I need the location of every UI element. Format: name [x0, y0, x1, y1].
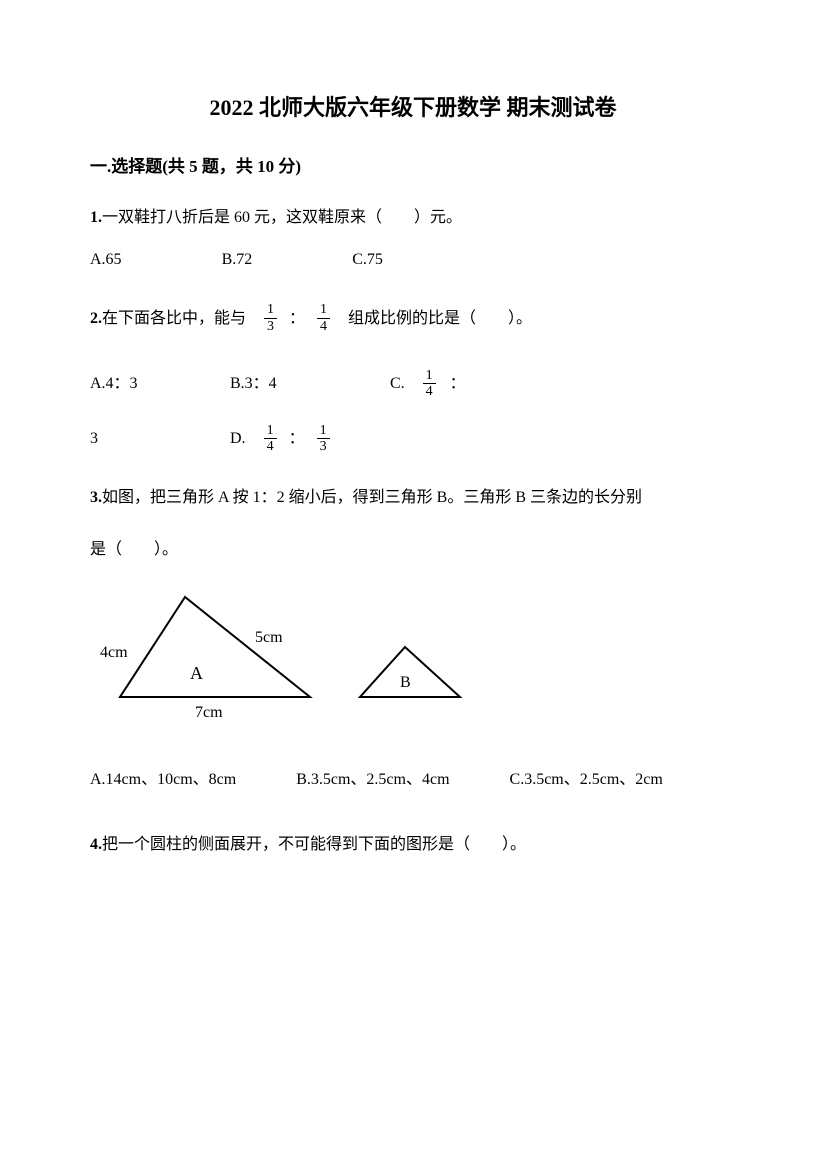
- q2-opt-c[interactable]: C. 1 4 ：: [390, 366, 466, 401]
- q1-number: 1.: [90, 209, 102, 226]
- q2-opt-c-pre: C.: [390, 366, 405, 401]
- question-2: 2. 在下面各比中，能与 1 3 ： 1 4 组成比例的比是（ ）。 A.4：3…: [90, 301, 736, 457]
- section-1-header: 一.选择题(共 5 题，共 10 分): [90, 153, 736, 180]
- q2-text-line: 2. 在下面各比中，能与 1 3 ： 1 4 组成比例的比是（ ）。: [90, 301, 736, 336]
- q2-frac-2: 1 4: [317, 302, 330, 334]
- q1-opt-a[interactable]: A.65: [90, 242, 122, 277]
- q2-opt-d-colon: ：: [289, 421, 305, 456]
- q2-optd-f1d: 4: [264, 439, 277, 454]
- q3-body: 如图，把三角形 A 按 1：2 缩小后，得到三角形 B。三角形 B 三条边的长分…: [102, 489, 642, 506]
- triA-label: A: [190, 663, 203, 683]
- q3-opt-a[interactable]: A.14cm、10cm、8cm: [90, 762, 236, 797]
- q3-opt-c[interactable]: C.3.5cm、2.5cm、2cm: [510, 762, 663, 797]
- q3-text-line2: 是（ ）。: [90, 532, 736, 567]
- q2-optd-f2n: 1: [317, 423, 330, 439]
- triA-left-label: 4cm: [100, 644, 128, 661]
- q2-opt-d-frac1: 1 4: [264, 423, 277, 455]
- q2-optd-f1n: 1: [264, 423, 277, 439]
- q2-options-row2: 3 D. 1 4 ： 1 3: [90, 421, 736, 456]
- q3-opt-b[interactable]: B.3.5cm、2.5cm、4cm: [296, 762, 449, 797]
- q2-f2-num: 1: [317, 302, 330, 318]
- triangles-svg: 4cm 5cm 7cm A B: [90, 587, 510, 732]
- question-3: 3.如图，把三角形 A 按 1：2 缩小后，得到三角形 B。三角形 B 三条边的…: [90, 480, 736, 797]
- q2-optd-f2d: 3: [317, 439, 330, 454]
- q2-optc-den: 4: [423, 384, 436, 399]
- q2-pre: 在下面各比中，能与: [102, 301, 246, 336]
- q2-number: 2.: [90, 301, 102, 336]
- q2-opt-c-frac: 1 4: [423, 368, 436, 400]
- triangle-a: [120, 597, 310, 697]
- triA-right-label: 5cm: [255, 629, 283, 646]
- q1-opt-c[interactable]: C.75: [352, 242, 383, 277]
- q1-options: A.65 B.72 C.75: [90, 242, 736, 277]
- q2-frac-1: 1 3: [264, 302, 277, 334]
- question-1: 1.一双鞋打八折后是 60 元，这双鞋原来（ ）元。 A.65 B.72 C.7…: [90, 200, 736, 276]
- q1-opt-b[interactable]: B.72: [222, 242, 253, 277]
- q2-f2-den: 4: [317, 319, 330, 334]
- q2-post: 组成比例的比是（ ）。: [348, 301, 532, 336]
- triB-label: B: [400, 674, 411, 691]
- q3-diagram: 4cm 5cm 7cm A B: [90, 587, 736, 732]
- q3-number: 3.: [90, 489, 102, 506]
- q4-text-line: 4.把一个圆柱的侧面展开，不可能得到下面的图形是（ ）。: [90, 827, 736, 862]
- q2-colon: ：: [289, 301, 305, 336]
- q2-opt-d-frac2: 1 3: [317, 423, 330, 455]
- q1-text-line: 1.一双鞋打八折后是 60 元，这双鞋原来（ ）元。: [90, 200, 736, 235]
- q2-opt-d[interactable]: D. 1 4 ： 1 3: [230, 421, 334, 456]
- q2-opt-b[interactable]: B.3：4: [230, 366, 390, 401]
- triA-bottom-label: 7cm: [195, 704, 223, 721]
- q4-body: 把一个圆柱的侧面展开，不可能得到下面的图形是（ ）。: [102, 836, 526, 853]
- q2-f1-den: 3: [264, 319, 277, 334]
- q2-opt-a[interactable]: A.4：3: [90, 366, 230, 401]
- q2-opt-d-pre: D.: [230, 421, 246, 456]
- q2-options-row1: A.4：3 B.3：4 C. 1 4 ：: [90, 366, 736, 401]
- q3-text-line1: 3.如图，把三角形 A 按 1：2 缩小后，得到三角形 B。三角形 B 三条边的…: [90, 480, 736, 515]
- q4-number: 4.: [90, 836, 102, 853]
- q2-opt-c-colon: ：: [450, 366, 466, 401]
- q2-optc-num: 1: [423, 368, 436, 384]
- q3-options: A.14cm、10cm、8cm B.3.5cm、2.5cm、4cm C.3.5c…: [90, 762, 736, 797]
- q2-opt-c-cont[interactable]: 3: [90, 421, 230, 456]
- q1-body: 一双鞋打八折后是 60 元，这双鞋原来（ ）元。: [102, 209, 462, 226]
- page-title: 2022 北师大版六年级下册数学 期末测试卷: [90, 90, 736, 125]
- q2-f1-num: 1: [264, 302, 277, 318]
- question-4: 4.把一个圆柱的侧面展开，不可能得到下面的图形是（ ）。: [90, 827, 736, 862]
